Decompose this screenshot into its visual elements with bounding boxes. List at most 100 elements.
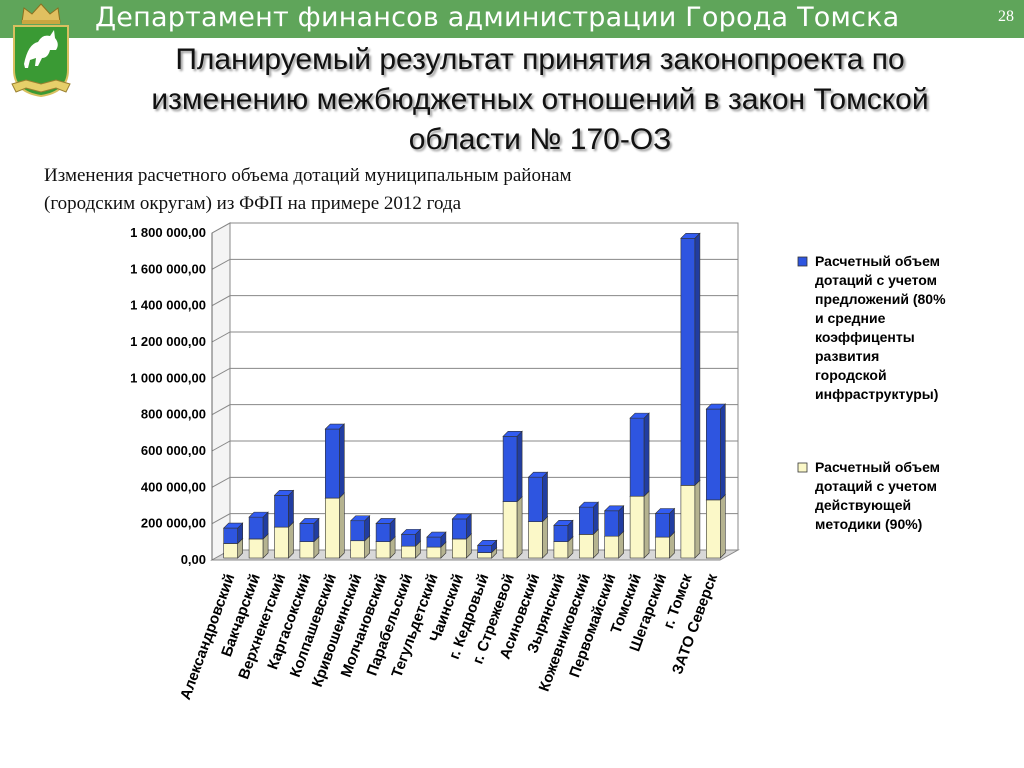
- bar-top-side: [719, 403, 726, 501]
- y-tick-label: 800 000,00: [141, 407, 206, 422]
- bar-base-side: [338, 492, 345, 559]
- shield-icon: [13, 25, 69, 98]
- bar-top-front: [680, 237, 696, 486]
- bar-top-front: [604, 510, 620, 537]
- bar-base-front: [502, 501, 518, 559]
- header-title: Департамент финансов администрации Город…: [95, 2, 900, 33]
- legend-item-proposals-label: Расчетный объем: [815, 253, 940, 269]
- bar-top-front: [528, 476, 543, 522]
- bar-base-front: [629, 495, 645, 559]
- bar-top-top: [375, 518, 396, 524]
- chart-back-wall: [229, 222, 739, 551]
- bar-top-side: [516, 430, 523, 503]
- bar-top-front: [350, 520, 366, 542]
- y-tick-label: 1 000 000,00: [130, 370, 206, 385]
- legend-item-proposals-label: развития: [815, 348, 879, 364]
- bar-top-front: [553, 524, 569, 542]
- bar-top-top: [654, 508, 676, 514]
- bar-base-front: [248, 538, 264, 559]
- bar-top-front: [451, 518, 467, 540]
- bar-top-front: [705, 408, 721, 501]
- bar-top-top: [527, 471, 549, 478]
- bar-top-front: [401, 534, 416, 547]
- legend-item-proposals-label: коэффиценты: [815, 329, 915, 345]
- bar-top-top: [324, 423, 346, 430]
- bar-top-side: [643, 412, 650, 497]
- bar-top-top: [273, 490, 295, 496]
- gridline: [211, 367, 738, 379]
- bar-base-side: [542, 515, 548, 559]
- legend-item-current-method-label: Расчетный объем: [815, 459, 940, 475]
- bar-top-front: [375, 523, 391, 542]
- bar-top-side: [592, 501, 599, 536]
- chart-subtitle-line: (городским округам) из ФФП на примере 20…: [44, 193, 462, 214]
- page-number: 28: [998, 8, 1014, 25]
- bar-base-front: [477, 552, 493, 559]
- legend-item-current-method-label: дотаций с учетом: [815, 478, 937, 494]
- y-tick-label: 400 000,00: [141, 479, 206, 494]
- gridline: [211, 440, 738, 452]
- tomsk-crest-logo: [11, 3, 71, 98]
- slide-title: Планируемый результат принятия законопро…: [90, 40, 990, 160]
- legend-item-proposals-label: предложений (80%: [815, 291, 946, 307]
- bar-top-top: [248, 511, 269, 518]
- y-tick-label: 1 800 000,00: [130, 225, 206, 240]
- bar-top-top: [426, 531, 447, 538]
- ribbon-icon: [11, 79, 71, 93]
- bar-top-side: [338, 423, 345, 499]
- legend-item-proposals-label: инфраструктуры): [815, 386, 938, 402]
- gridline: [211, 331, 738, 343]
- slide-title-line: изменению межбюджетных отношений в закон…: [151, 83, 929, 116]
- chart-subtitle-line: Изменения расчетного объема дотаций муни…: [44, 165, 572, 186]
- legend-item-proposals-label: и средние: [815, 310, 886, 326]
- bar-base-front: [655, 536, 670, 559]
- bar-top-top: [299, 518, 320, 524]
- bar-base-front: [451, 538, 467, 559]
- bar-top-front: [248, 516, 264, 540]
- bar-base-front: [426, 546, 442, 559]
- bar-base-front: [528, 521, 543, 559]
- slide-title-line: Планируемый результат принятия законопро…: [175, 43, 905, 76]
- gridline: [211, 258, 738, 270]
- bar-base-front: [401, 545, 416, 559]
- legend-item-current-method-label: действующей: [815, 497, 911, 513]
- bar-top-top: [476, 539, 498, 546]
- gridline: [211, 295, 738, 307]
- slide-title-line: области № 170-ОЗ: [408, 123, 672, 156]
- bar-base-front: [578, 534, 594, 559]
- gridline: [211, 513, 738, 525]
- bar-top-front: [477, 544, 493, 553]
- bar-base-front: [553, 541, 569, 559]
- bar-top-front: [655, 513, 670, 538]
- y-tick-label: 0,00: [181, 552, 206, 567]
- bar-top-side: [288, 489, 294, 528]
- gridline: [211, 404, 738, 416]
- bar-base-front: [324, 497, 340, 559]
- bar-base-side: [516, 495, 523, 559]
- bar-base-front: [299, 541, 315, 559]
- bar-top-top: [451, 513, 473, 520]
- bar-top-top: [680, 232, 701, 239]
- bar-top-side: [542, 471, 548, 523]
- bar-base-side: [694, 479, 701, 559]
- bar-base-front: [375, 541, 391, 559]
- bar-top-top: [502, 430, 523, 437]
- chart-subtitle: Изменения расчетного объема дотаций муни…: [44, 162, 744, 218]
- legend-item-proposals-label: дотаций с учетом: [815, 272, 937, 288]
- bar-top-top: [705, 403, 727, 410]
- bar-top-front: [578, 506, 594, 535]
- gridline: [211, 476, 738, 488]
- bar-top-side: [694, 232, 701, 487]
- chart-side-wall: [211, 222, 231, 561]
- bar-top-top: [400, 529, 422, 535]
- bar-top-front: [274, 495, 289, 528]
- y-tick-label: 1 600 000,00: [130, 261, 206, 276]
- bar-top-top: [222, 522, 244, 529]
- bar-top-top: [578, 501, 600, 508]
- legend-item-proposals-label: городской: [815, 367, 887, 383]
- bar-base-front: [274, 526, 289, 559]
- bar-top-front: [299, 523, 315, 542]
- bar-top-front: [324, 428, 340, 499]
- bar-top-top: [603, 505, 625, 512]
